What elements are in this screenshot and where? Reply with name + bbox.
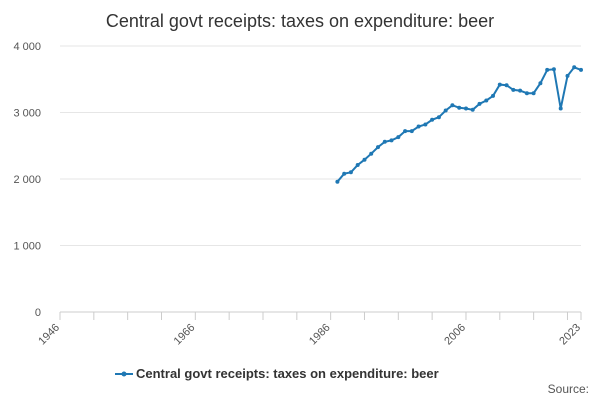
data-point[interactable] <box>511 87 516 92</box>
data-point[interactable] <box>558 106 563 111</box>
data-point[interactable] <box>430 117 435 122</box>
data-point[interactable] <box>409 129 414 134</box>
data-point[interactable] <box>484 98 489 103</box>
y-tick-label: 1 000 <box>13 241 41 253</box>
data-point[interactable] <box>450 103 455 108</box>
data-point[interactable] <box>355 163 360 167</box>
data-point[interactable] <box>497 82 502 87</box>
data-point[interactable] <box>531 91 536 96</box>
data-point[interactable] <box>518 88 523 93</box>
data-point[interactable] <box>342 171 347 176</box>
data-point[interactable] <box>464 106 468 111</box>
data-point[interactable] <box>504 83 509 88</box>
data-point[interactable] <box>335 179 340 184</box>
x-tick-label: 1946 <box>36 322 62 348</box>
x-tick-label: 2006 <box>442 322 468 348</box>
data-point[interactable] <box>470 107 475 112</box>
x-axis-ticks: 1946 1966 1986 2006 2023 <box>36 312 583 347</box>
legend-label: Central govt receipts: taxes on expendit… <box>136 366 439 381</box>
series-line <box>336 66 582 183</box>
data-point[interactable] <box>348 170 353 175</box>
data-point[interactable] <box>416 124 421 129</box>
x-tick-label: 2023 <box>557 322 583 348</box>
y-axis-ticks: 0 1 000 2 000 3 000 4 000 <box>13 41 41 319</box>
legend-swatch-dot <box>121 371 127 377</box>
chart-title: Central govt receipts: taxes on expendit… <box>106 11 494 31</box>
y-tick-label: 2 000 <box>13 174 41 186</box>
data-point[interactable] <box>579 67 583 72</box>
y-tick-label: 0 <box>35 307 41 319</box>
source-label[interactable]: Source: <box>548 382 589 396</box>
data-point[interactable] <box>457 105 462 110</box>
data-point[interactable] <box>436 115 441 120</box>
data-point[interactable] <box>396 135 401 140</box>
x-tick-label: 1966 <box>172 322 198 348</box>
data-point[interactable] <box>423 122 428 127</box>
series-points <box>335 65 583 184</box>
data-point[interactable] <box>443 108 448 113</box>
data-point[interactable] <box>369 151 374 156</box>
data-point[interactable] <box>524 91 529 96</box>
data-point[interactable] <box>389 138 394 143</box>
grid <box>60 45 581 246</box>
data-point[interactable] <box>382 139 387 144</box>
data-point[interactable] <box>491 93 495 98</box>
legend[interactable]: Central govt receipts: taxes on expendit… <box>115 366 439 381</box>
data-point[interactable] <box>565 73 570 78</box>
data-point[interactable] <box>362 157 367 162</box>
data-point[interactable] <box>376 145 380 150</box>
data-point[interactable] <box>477 101 482 106</box>
data-point[interactable] <box>403 129 408 134</box>
y-tick-label: 3 000 <box>13 108 41 120</box>
data-point[interactable] <box>572 65 577 70</box>
x-tick-label: 1986 <box>307 322 333 348</box>
data-point[interactable] <box>538 81 543 86</box>
data-point[interactable] <box>545 67 550 72</box>
y-tick-label: 4 000 <box>13 41 41 53</box>
data-point[interactable] <box>551 67 556 72</box>
